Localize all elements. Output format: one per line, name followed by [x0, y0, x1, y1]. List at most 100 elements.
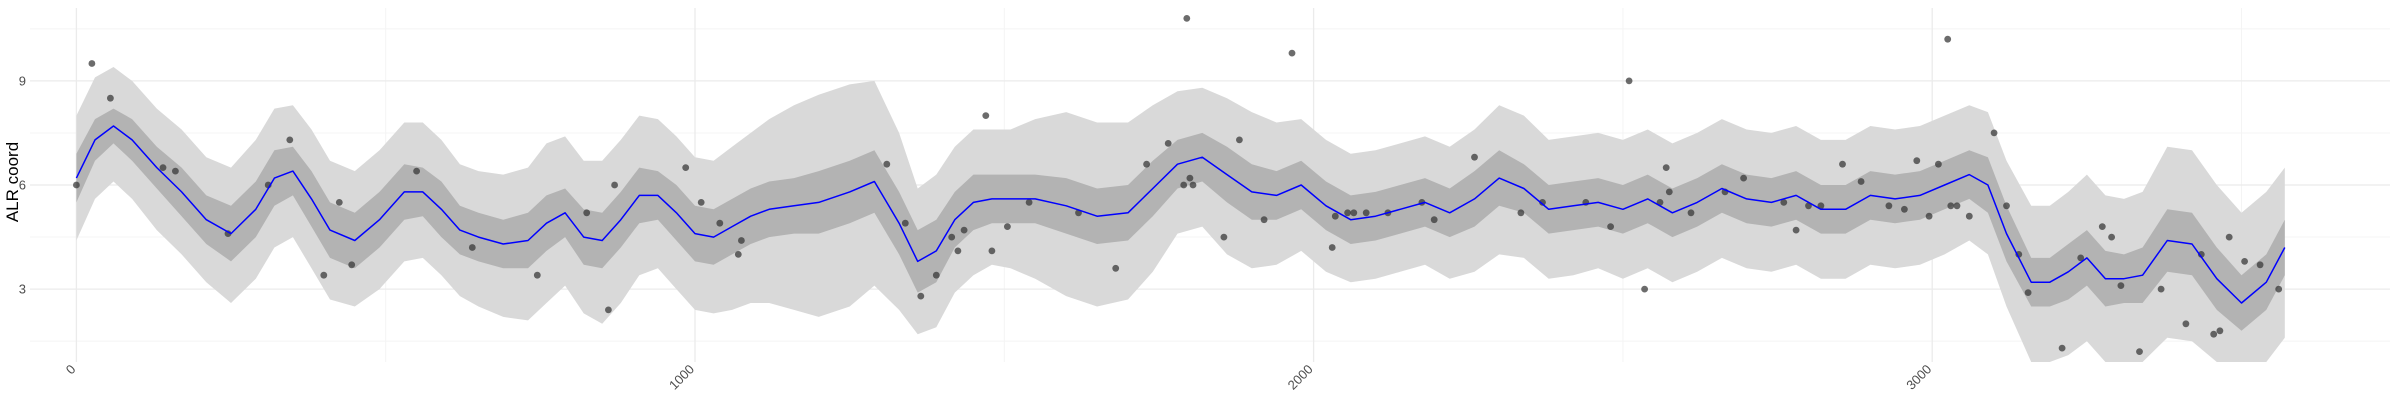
data-point: [1839, 160, 1846, 168]
data-point: [611, 181, 618, 189]
data-point: [716, 219, 724, 227]
data-point: [348, 261, 356, 269]
mean-line: [75, 125, 2286, 304]
data-point: [2216, 327, 2224, 335]
data-point: [1004, 223, 1011, 231]
data-point: [1625, 77, 1633, 85]
data-point: [73, 181, 80, 189]
data-point: [1665, 188, 1673, 196]
data-point: [2136, 348, 2143, 355]
data-point: [2210, 330, 2218, 338]
data-point: [1220, 233, 1228, 241]
data-point: [1025, 199, 1033, 206]
data-point: [1990, 129, 1998, 137]
data-point: [88, 60, 96, 67]
data-point: [2225, 233, 2233, 241]
data-point: [1607, 223, 1614, 231]
data-point: [1885, 202, 1893, 210]
data-point: [533, 271, 541, 279]
observed-points: [73, 15, 2283, 355]
data-point: [1143, 160, 1150, 168]
data-point: [948, 233, 956, 241]
data-point: [901, 219, 909, 227]
data-point: [2197, 251, 2205, 258]
mean-line-layer: [75, 125, 2286, 304]
y-tick-label: 3: [19, 282, 26, 297]
data-point: [1260, 216, 1268, 224]
data-point: [286, 136, 294, 144]
data-point: [1183, 15, 1191, 22]
data-point: [1740, 174, 1747, 182]
data-point: [2157, 285, 2165, 293]
data-point: [1328, 244, 1336, 251]
data-point: [917, 292, 925, 300]
data-point: [1350, 209, 1358, 217]
inner-band: [76, 108, 2285, 331]
data-point: [1925, 212, 1933, 220]
data-point: [1112, 264, 1120, 272]
data-point: [1288, 49, 1296, 57]
data-point: [2275, 285, 2283, 293]
data-point: [682, 164, 690, 172]
data-point: [320, 271, 328, 279]
data-point: [2098, 223, 2106, 231]
y-axis-tick-labels: 3 6 9: [19, 73, 26, 296]
data-point: [1935, 160, 1942, 168]
data-point: [1344, 209, 1351, 217]
data-point: [605, 306, 612, 314]
data-point: [954, 247, 962, 255]
data-point: [883, 160, 891, 168]
data-point: [2024, 289, 2032, 296]
y-axis-title: ALR coord: [3, 142, 22, 222]
data-point: [1641, 285, 1648, 293]
data-point: [107, 94, 114, 102]
data-point: [2182, 320, 2190, 328]
data-point: [2003, 202, 2010, 210]
data-point: [1947, 202, 1955, 210]
data-point: [1430, 216, 1438, 224]
outer-band: [76, 67, 2285, 362]
data-point: [1362, 209, 1370, 217]
data-point: [932, 271, 940, 279]
data-point: [159, 164, 167, 172]
data-point: [1471, 153, 1478, 161]
confidence-bands: [76, 67, 2285, 362]
data-point: [2108, 233, 2116, 241]
data-point: [2256, 261, 2264, 269]
data-point: [982, 112, 990, 119]
data-point: [1792, 226, 1800, 234]
data-point: [224, 230, 232, 238]
data-point: [1944, 35, 1952, 43]
data-point: [1913, 157, 1921, 165]
data-point: [1687, 209, 1695, 217]
data-point: [1965, 212, 1973, 220]
data-point: [697, 199, 705, 206]
data-point: [1901, 205, 1908, 213]
data-point: [468, 244, 476, 251]
data-point: [738, 237, 745, 244]
data-point: [2117, 282, 2125, 289]
data-point: [2241, 258, 2249, 265]
data-point: [1953, 202, 1961, 210]
data-point: [1780, 199, 1788, 206]
data-point: [1539, 199, 1546, 206]
data-point: [172, 167, 179, 175]
data-point: [960, 226, 968, 234]
data-point: [734, 251, 742, 258]
data-point: [1331, 212, 1339, 220]
data-point: [1857, 178, 1865, 185]
data-point: [335, 199, 343, 206]
data-point: [1164, 140, 1172, 147]
data-point: [1180, 181, 1188, 189]
y-tick-label: 6: [19, 178, 26, 193]
data-point: [988, 247, 996, 255]
data-point: [413, 167, 420, 175]
data-point: [1186, 174, 1194, 182]
data-point: [2077, 254, 2085, 262]
y-tick-label: 9: [19, 73, 26, 88]
data-point: [1662, 164, 1670, 172]
data-point: [1236, 136, 1243, 144]
data-point: [1189, 181, 1197, 189]
data-point: [1517, 209, 1525, 217]
